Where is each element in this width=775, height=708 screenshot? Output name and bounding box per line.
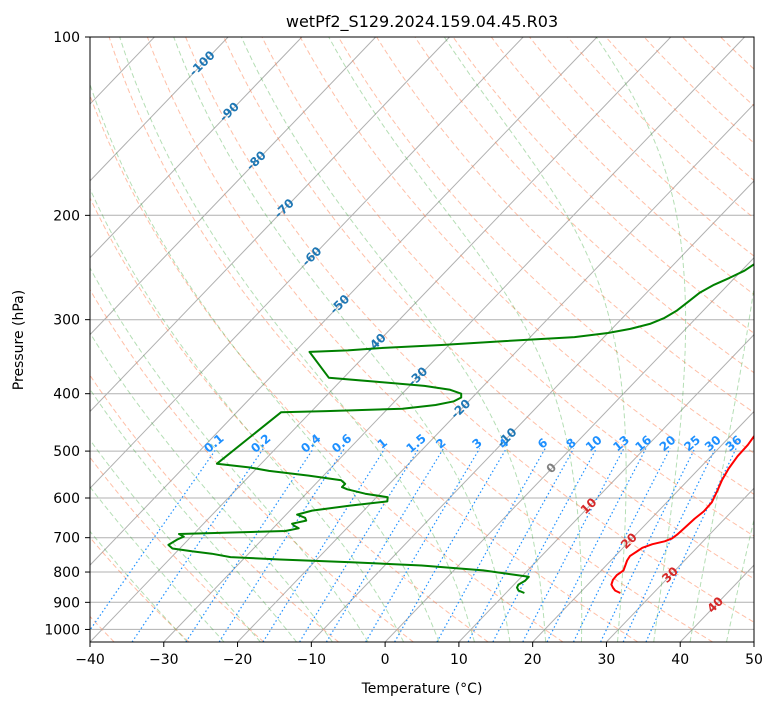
- x-tick-label: 10: [450, 652, 468, 668]
- y-tick-label: 300: [53, 313, 80, 329]
- background-lines: [0, 37, 775, 642]
- dry-adiabat: [529, 37, 754, 257]
- x-tick-label: 40: [671, 652, 689, 668]
- dry-adiabat: [90, 196, 489, 642]
- moist-adiabat: [119, 37, 475, 642]
- isotherm-line: [90, 37, 672, 642]
- dry-adiabat: [605, 37, 754, 182]
- dry-adiabat: [90, 94, 564, 642]
- moist-adiabat: [90, 266, 369, 642]
- mixing-ratio-line: [394, 448, 507, 642]
- y-tick-label: 1000: [44, 622, 80, 638]
- mixing-ratio-line: [645, 448, 737, 642]
- dry-adiabat: [261, 37, 754, 537]
- isotherm-line: [0, 37, 7, 642]
- x-tick-label: −20: [223, 652, 253, 668]
- y-tick-label: 400: [53, 387, 80, 403]
- x-axis-label: Temperature (°C): [361, 681, 483, 697]
- isotherm-line: [163, 37, 745, 642]
- dry-adiabat: [337, 37, 754, 454]
- y-tick-label: 200: [53, 208, 80, 224]
- isotherm-line: [606, 487, 754, 642]
- mixing-ratio-line: [365, 448, 481, 642]
- x-tick-label: 30: [598, 652, 616, 668]
- dry-adiabat: [759, 37, 775, 642]
- mixing-ratio-label: 0.1: [201, 431, 226, 455]
- dewpoint-profile: [167, 263, 754, 594]
- x-axis: −40 −30 −20 −10 0 10 20 30 40 50: [75, 642, 763, 668]
- mixing-ratio-line: [492, 448, 597, 642]
- moist-adiabat: [90, 82, 440, 642]
- dry-adiabat: [682, 37, 754, 107]
- dry-adiabat: [90, 288, 414, 642]
- mixing-ratio-label: 1.5: [403, 431, 428, 455]
- dry-adiabat: [223, 37, 754, 580]
- moist-adiabat: [595, 37, 687, 642]
- mixing-ratio-line: [185, 448, 314, 642]
- temperature-profile: [610, 434, 754, 594]
- dry-adiabat: [90, 536, 190, 642]
- dry-adiabat: [720, 37, 754, 70]
- mixing-ratio-line: [218, 448, 345, 642]
- isotherm-line: [90, 37, 524, 489]
- x-tick-label: −40: [75, 652, 105, 668]
- isotherm-line: [90, 37, 229, 182]
- y-tick-label: 100: [53, 30, 80, 46]
- dry-adiabat: [452, 37, 754, 334]
- y-tick-label: 600: [53, 491, 80, 507]
- chart-title: wetPf2_S129.2024.159.04.45.R03: [286, 12, 558, 32]
- moist-adiabat: [726, 517, 754, 642]
- x-tick-label: 20: [524, 652, 542, 668]
- isotherm-line: [532, 410, 754, 642]
- mixing-ratio-line: [436, 448, 546, 642]
- moist-adiabat: [443, 37, 627, 642]
- dry-adiabat: [414, 37, 754, 374]
- isotherm-line: [90, 37, 303, 259]
- plot-frame: [89, 36, 755, 643]
- moist-adiabat: [90, 530, 188, 642]
- dry-adiabat: [185, 37, 754, 623]
- y-axis: 100 200 300 400 500 600 700 800 900 1000: [44, 30, 90, 638]
- isotherm-line: [90, 37, 377, 336]
- moist-adiabat: [173, 37, 511, 642]
- mixing-ratio-line: [522, 448, 625, 642]
- dry-adiabat: [567, 37, 754, 219]
- mixing-ratio-line: [131, 448, 264, 642]
- mixing-ratio-line: [325, 448, 445, 642]
- moist-adiabat: [90, 187, 405, 642]
- y-tick-label: 500: [53, 444, 80, 460]
- isotherm-line: [384, 257, 754, 642]
- dry-adiabat: [376, 37, 754, 414]
- y-tick-label: 800: [53, 565, 80, 581]
- x-tick-label: 0: [381, 652, 390, 668]
- mixing-ratio-label: 3: [469, 435, 484, 451]
- isotherm-line: [90, 37, 450, 413]
- moist-adiabat: [240, 37, 547, 642]
- mixing-ratio-line: [546, 448, 647, 642]
- mixing-ratio-line: [90, 448, 217, 632]
- y-tick-label: 900: [53, 595, 80, 611]
- moist-adiabat: [90, 439, 261, 642]
- y-tick-label: 700: [53, 531, 80, 547]
- moist-adiabat: [90, 388, 297, 642]
- profiles: [167, 263, 754, 594]
- x-tick-label: −30: [149, 652, 179, 668]
- plot-area: 0.1 0.2 0.4 0.6 1 1.5 2 3 4 6 8 10 13 16 20 253036-100-…: [0, 37, 775, 642]
- mixing-ratio-label: 0.6: [329, 431, 354, 455]
- moist-adiabat: [689, 283, 754, 642]
- moist-adiabat: [90, 332, 333, 642]
- y-axis-label: Pressure (hPa): [11, 290, 27, 390]
- moist-adiabat: [328, 37, 583, 642]
- mixing-ratio-line: [622, 448, 716, 642]
- x-tick-label: −10: [297, 652, 327, 668]
- mixing-ratio-label: 6: [535, 435, 550, 451]
- isotherm-line: [90, 37, 598, 566]
- x-tick-label: 50: [745, 652, 763, 668]
- isotherm-line: [458, 333, 754, 642]
- dry-adiabat: [90, 456, 265, 642]
- mixing-ratio-label: 8: [563, 435, 578, 451]
- isotherm-line: [753, 641, 754, 642]
